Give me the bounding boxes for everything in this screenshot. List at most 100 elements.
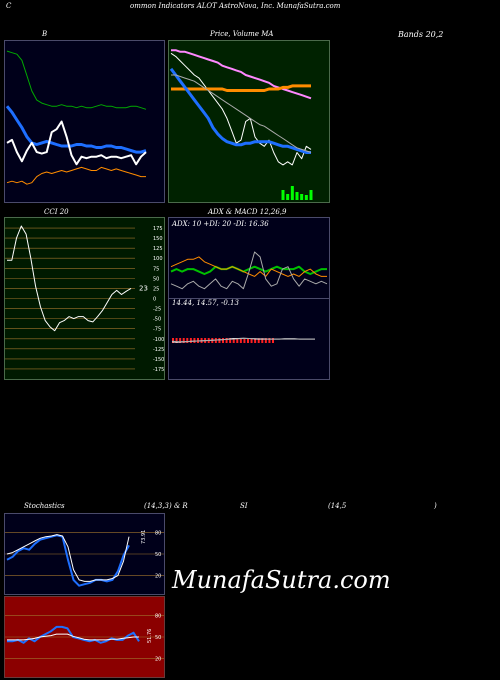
volume-bar bbox=[286, 194, 290, 200]
cci-tick-label: 150 bbox=[153, 236, 163, 242]
cci-tick-label: 25 bbox=[153, 286, 159, 292]
b-series-line bbox=[5, 105, 147, 154]
macd-histogram-bar bbox=[193, 338, 196, 343]
cci-value-label: 23 bbox=[139, 284, 148, 292]
cci-tick-label: -50 bbox=[153, 317, 161, 323]
b-series-line bbox=[6, 50, 147, 110]
cci-line bbox=[7, 225, 132, 332]
volume-bar bbox=[300, 194, 304, 200]
cci-tick-label: 125 bbox=[153, 246, 163, 252]
macd-histogram-bar bbox=[268, 338, 271, 343]
cci-tick-label: -150 bbox=[153, 357, 164, 363]
panel-price bbox=[168, 40, 330, 203]
macd-histogram-bar bbox=[261, 338, 264, 343]
label-adx-macd: ADX & MACD 12,26,9 bbox=[208, 208, 287, 216]
macd-histogram-bar bbox=[247, 338, 249, 343]
chart-stoch: 80 50 20 73.91 bbox=[5, 530, 164, 587]
b-series-line bbox=[6, 120, 147, 166]
panel-adx bbox=[168, 217, 330, 299]
price-series-line bbox=[169, 67, 311, 154]
volume-bar bbox=[295, 192, 299, 200]
adx-values: ADX: 10 +DI: 20 -DI: 16.36 bbox=[172, 220, 269, 228]
brand-watermark: MunafaSutra.com bbox=[172, 566, 391, 594]
b-series-line bbox=[6, 166, 146, 185]
macd-histogram-bar bbox=[189, 338, 192, 343]
cci-tick-label: 50 bbox=[153, 276, 159, 282]
volume-bar bbox=[309, 190, 313, 200]
chart-price bbox=[169, 49, 313, 200]
macd-histogram-bar bbox=[179, 338, 182, 343]
macd-histogram-bar bbox=[257, 338, 260, 343]
chart-rsi: 80 50 20 51.76 bbox=[5, 613, 164, 663]
stoch-series-line bbox=[6, 534, 130, 587]
rsi-tick-label: 20 bbox=[155, 657, 161, 663]
volume-bar bbox=[304, 195, 308, 200]
macd-histogram-bar bbox=[239, 338, 242, 343]
adx-series-line bbox=[170, 265, 327, 275]
chart-cci: 175 150 125 100 75 50 25 0 -25 -50 -75 -100 -125 -150… bbox=[5, 225, 164, 373]
cci-tick-label: -175 bbox=[153, 367, 164, 373]
cci-tick-label: -25 bbox=[153, 307, 161, 313]
label-b: B bbox=[42, 30, 48, 38]
macd-histogram-bar bbox=[236, 338, 239, 343]
label-bands: Bands 20,2 bbox=[398, 30, 444, 39]
macd-histogram-bar bbox=[229, 338, 232, 343]
cci-tick-label: 100 bbox=[153, 256, 163, 262]
chart-macd bbox=[171, 337, 315, 343]
macd-histogram-bar bbox=[243, 338, 246, 343]
label-stoch: Stochastics bbox=[24, 502, 65, 510]
label-price-volume: Price, Volume MA bbox=[210, 30, 274, 38]
adx-series-line bbox=[170, 256, 327, 277]
price-series-line bbox=[171, 49, 312, 100]
cci-tick-label: 75 bbox=[153, 266, 159, 272]
macd-histogram-bar bbox=[182, 338, 185, 343]
cci-tick-label: -75 bbox=[153, 327, 161, 333]
label-rsi-close: ) bbox=[434, 502, 437, 510]
volume-bar bbox=[281, 190, 285, 200]
header-c: C bbox=[6, 2, 12, 10]
price-series-line bbox=[171, 84, 311, 92]
adx-series-line bbox=[170, 251, 328, 290]
macd-histogram-bar bbox=[186, 338, 189, 343]
rsi-tick-label: 50 bbox=[155, 635, 161, 641]
macd-histogram-bar bbox=[175, 338, 178, 343]
cci-tick-label: 0 bbox=[153, 297, 156, 303]
stoch-value-label: 73.91 bbox=[141, 530, 147, 544]
panel-macd bbox=[168, 298, 330, 380]
stoch-tick-label: 80 bbox=[155, 530, 161, 536]
macd-histogram-bar bbox=[254, 338, 257, 343]
chart-adx bbox=[170, 251, 328, 290]
macd-histogram-bar bbox=[172, 338, 174, 343]
label-si: SI bbox=[240, 502, 248, 510]
chart-b bbox=[5, 50, 147, 185]
rsi-value-label: 51.76 bbox=[147, 629, 153, 643]
price-series-line bbox=[170, 52, 312, 166]
macd-histogram-bar bbox=[222, 338, 224, 343]
macd-values: 14.44, 14.57, -0.13 bbox=[172, 299, 239, 307]
stoch-tick-label: 20 bbox=[155, 574, 161, 580]
panel-rsi: 80 50 20 51.76 bbox=[4, 596, 165, 678]
cci-tick-label: -125 bbox=[153, 347, 164, 353]
rsi-tick-label: 80 bbox=[155, 613, 161, 619]
rsi-series-line bbox=[7, 633, 139, 641]
label-cci: CCI 20 bbox=[44, 208, 69, 216]
label-stoch-params: (14,3,3) & R bbox=[144, 502, 188, 510]
panel-stoch: 80 50 20 73.91 bbox=[4, 513, 165, 595]
price-series-line bbox=[171, 74, 312, 153]
rsi-series-line bbox=[7, 625, 140, 644]
volume-bar bbox=[290, 186, 294, 200]
macd-histogram-bar bbox=[264, 338, 267, 343]
macd-histogram-bar bbox=[232, 338, 235, 343]
stoch-series-line bbox=[6, 534, 130, 582]
panel-cci: 175 150 125 100 75 50 25 0 -25 -50 -75 -100 -125 -150… bbox=[4, 217, 165, 380]
macd-signal-line bbox=[171, 338, 315, 343]
macd-histogram-bar bbox=[250, 338, 253, 343]
cci-tick-label: 175 bbox=[153, 226, 163, 232]
cci-tick-label: -100 bbox=[153, 337, 164, 343]
macd-histogram-bar bbox=[272, 338, 274, 343]
macd-histogram-bar bbox=[218, 338, 221, 343]
page-title: ommon Indicators ALOT AstroNova, Inc. Mu… bbox=[130, 2, 341, 10]
label-rsi-params: (14,5 bbox=[328, 502, 347, 510]
panel-b bbox=[4, 40, 165, 203]
macd-histogram-bar bbox=[225, 338, 228, 343]
